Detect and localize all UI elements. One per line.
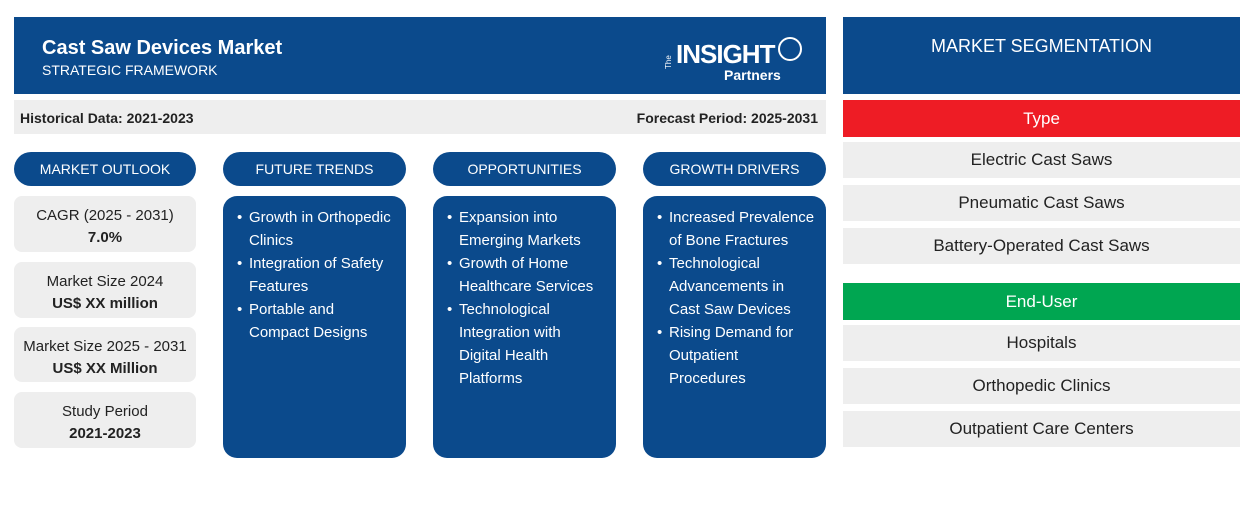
segment-item: Battery-Operated Cast Saws [843, 228, 1240, 264]
outlook-box: CAGR (2025 - 2031) 7.0% [14, 196, 196, 252]
segment-item: Outpatient Care Centers [843, 411, 1240, 447]
logo-prefix: The [664, 55, 673, 69]
logo-name: INSIGHT [676, 39, 775, 69]
logo: The INSIGHT Partners [664, 37, 804, 84]
column-box: Growth in Orthopedic ClinicsIntegration … [223, 196, 406, 458]
title: Cast Saw Devices Market [42, 37, 283, 59]
outlook-value: US$ XX Million [52, 360, 158, 377]
column-header: OPPORTUNITIES [433, 152, 616, 186]
outlook-box: Study Period 2021-2023 [14, 392, 196, 448]
bullet-item: Rising Demand for Outpatient Procedures [657, 321, 816, 390]
forecast: Forecast Period: 2025-2031 [636, 110, 818, 126]
outlook-label: Study Period [62, 403, 148, 420]
bullet-item: Growth of Home Healthcare Services [447, 252, 606, 298]
column-header: FUTURE TRENDS [223, 152, 406, 186]
segment-header: Type [843, 100, 1240, 137]
historical: Historical Data: 2021-2023 [20, 110, 194, 126]
period-bar: Historical Data: 2021-2023 Forecast Peri… [14, 100, 826, 134]
segment-item: Pneumatic Cast Saws [843, 185, 1240, 221]
column-box: Expansion into Emerging MarketsGrowth of… [433, 196, 616, 458]
segment-header: End-User [843, 283, 1240, 320]
logo-suffix: Partners [724, 67, 781, 83]
bullet-item: Technological Integration with Digital H… [447, 298, 606, 390]
subtitle: STRATEGIC FRAMEWORK [42, 62, 218, 78]
bullet-item: Increased Prevalence of Bone Fractures [657, 206, 816, 252]
bullet-item: Integration of Safety Features [237, 252, 396, 298]
outlook-box: Market Size 2025 - 2031 US$ XX Million [14, 327, 196, 382]
bullet-item: Expansion into Emerging Markets [447, 206, 606, 252]
outlook-box: Market Size 2024 US$ XX million [14, 262, 196, 318]
segment-item: Electric Cast Saws [843, 142, 1240, 178]
outlook-value: 7.0% [87, 229, 123, 246]
bullet-list: Increased Prevalence of Bone FracturesTe… [657, 206, 816, 390]
segment-item: Hospitals [843, 325, 1240, 361]
header: Cast Saw Devices Market STRATEGIC FRAMEW… [14, 17, 826, 94]
bullet-item: Technological Advancements in Cast Saw D… [657, 252, 816, 321]
bullet-list: Growth in Orthopedic ClinicsIntegration … [237, 206, 396, 344]
outlook-value: 2021-2023 [69, 425, 141, 442]
column-box: Increased Prevalence of Bone FracturesTe… [643, 196, 826, 458]
segmentation-header: MARKET SEGMENTATION [843, 17, 1240, 94]
outlook-label: Market Size 2025 - 2031 [23, 338, 187, 355]
outlook-value: US$ XX million [52, 295, 158, 312]
outlook-label: Market Size 2024 [46, 273, 164, 290]
outlook-label: CAGR (2025 - 2031) [36, 207, 174, 224]
logo-ring [778, 37, 802, 61]
segment-item: Orthopedic Clinics [843, 368, 1240, 404]
bullet-item: Portable and Compact Designs [237, 298, 396, 344]
bullet-item: Growth in Orthopedic Clinics [237, 206, 396, 252]
column-header: GROWTH DRIVERS [643, 152, 826, 186]
outlook-header: MARKET OUTLOOK [14, 152, 196, 186]
bullet-list: Expansion into Emerging MarketsGrowth of… [447, 206, 606, 390]
